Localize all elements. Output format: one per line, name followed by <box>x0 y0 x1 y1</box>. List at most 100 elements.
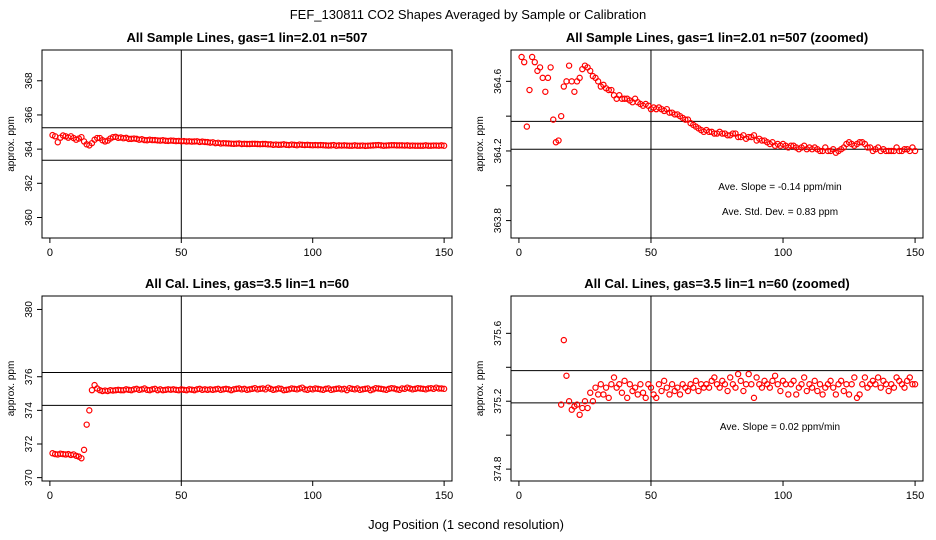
data-point <box>634 391 641 398</box>
data-point <box>647 384 655 391</box>
data-point <box>600 391 607 398</box>
plot-frame <box>510 49 924 239</box>
x-tick-label: 150 <box>435 247 453 259</box>
data-point <box>521 58 528 66</box>
y-tick-label: 368 <box>24 72 35 89</box>
data-point <box>724 387 731 395</box>
data-point <box>909 381 916 388</box>
data-point <box>837 377 845 385</box>
data-point <box>732 384 739 391</box>
data-point <box>816 381 824 388</box>
data-point <box>737 377 744 385</box>
data-point <box>563 78 570 85</box>
y-tick-label: 376 <box>24 368 35 385</box>
data-point <box>774 381 781 388</box>
data-point <box>605 394 612 402</box>
data-point <box>861 374 869 381</box>
data-point <box>816 147 824 155</box>
panel-annotation: Ave. Slope = -0.14 ppm/min <box>718 182 842 193</box>
data-point <box>54 139 61 146</box>
x-tick-label: 0 <box>47 490 53 502</box>
x-tick-label: 150 <box>906 490 924 502</box>
data-points <box>49 381 448 462</box>
y-tick-label: 363.8 <box>493 208 504 233</box>
data-point <box>911 381 919 388</box>
data-point <box>901 384 908 391</box>
data-point <box>587 67 594 75</box>
data-point <box>642 394 649 402</box>
x-tick-label: 150 <box>906 247 924 259</box>
data-point <box>785 391 792 398</box>
data-point <box>705 384 713 391</box>
data-points <box>557 336 919 419</box>
y-tick-label: 380 <box>24 301 35 318</box>
data-point <box>547 64 554 71</box>
data-point <box>845 391 853 398</box>
panel-title: All Cal. Lines, gas=3.5 lin=1 n=60 (zoom… <box>584 276 850 291</box>
data-point <box>616 381 623 388</box>
data-point <box>571 88 578 95</box>
data-point <box>528 53 536 61</box>
y-tick-label: 364 <box>24 140 35 157</box>
data-point <box>766 384 774 391</box>
y-tick-label: 360 <box>24 209 35 226</box>
data-point <box>83 421 90 428</box>
data-point <box>637 381 644 388</box>
data-point <box>438 385 445 392</box>
data-point <box>753 374 760 381</box>
data-point <box>605 86 612 94</box>
data-point <box>639 389 647 396</box>
data-point <box>808 384 816 391</box>
x-tick-label: 100 <box>774 247 792 259</box>
data-point <box>80 446 88 454</box>
x-tick-label: 50 <box>645 247 657 259</box>
x-tick-label: 50 <box>645 490 657 502</box>
data-point <box>438 142 445 149</box>
data-point <box>608 86 615 94</box>
data-points <box>518 53 919 156</box>
data-point <box>78 455 85 462</box>
data-point <box>848 381 855 388</box>
data-point <box>906 374 913 381</box>
data-point <box>692 377 700 385</box>
data-point <box>610 374 618 381</box>
data-point <box>565 62 573 69</box>
y-axis-label: approx. ppm <box>6 116 17 172</box>
data-point <box>721 381 729 388</box>
data-point <box>594 78 602 85</box>
chart-cal-lines: All Cal. Lines, gas=3.5 lin=1 n=60 0 50 100… <box>6 276 453 502</box>
panel-title: All Sample Lines, gas=1 lin=2.01 n=507 <box>127 30 368 45</box>
x-tick-label: 0 <box>47 247 53 259</box>
common-x-axis-label: Jog Position (1 second resolution) <box>368 517 564 532</box>
data-point <box>594 391 602 398</box>
chart-panels: All Sample Lines, gas=1 lin=2.01 n=507 0 5… <box>6 30 924 502</box>
data-point <box>840 387 847 395</box>
data-point <box>518 53 525 61</box>
data-point <box>814 387 821 395</box>
chart-sample-lines: All Sample Lines, gas=1 lin=2.01 n=507 0 5… <box>6 30 453 259</box>
y-axis-label: approx. ppm <box>475 361 486 417</box>
y-axis-label: approx. ppm <box>6 361 17 417</box>
data-point <box>93 134 101 142</box>
data-point <box>888 147 895 155</box>
data-point <box>911 147 919 155</box>
data-point <box>666 391 673 398</box>
data-point <box>803 387 810 395</box>
data-point <box>668 381 676 388</box>
plot-frame <box>41 295 453 482</box>
data-point <box>872 381 879 388</box>
data-point <box>748 381 755 388</box>
x-tick-label: 50 <box>175 247 187 259</box>
data-point <box>856 391 863 398</box>
data-point <box>740 387 747 395</box>
data-point <box>550 116 557 123</box>
data-point <box>663 384 671 391</box>
data-point <box>819 391 826 398</box>
data-point <box>565 398 573 405</box>
data-point <box>711 374 718 381</box>
data-point <box>602 384 610 391</box>
data-points <box>49 131 448 150</box>
data-point <box>827 377 834 385</box>
data-point <box>557 112 565 120</box>
